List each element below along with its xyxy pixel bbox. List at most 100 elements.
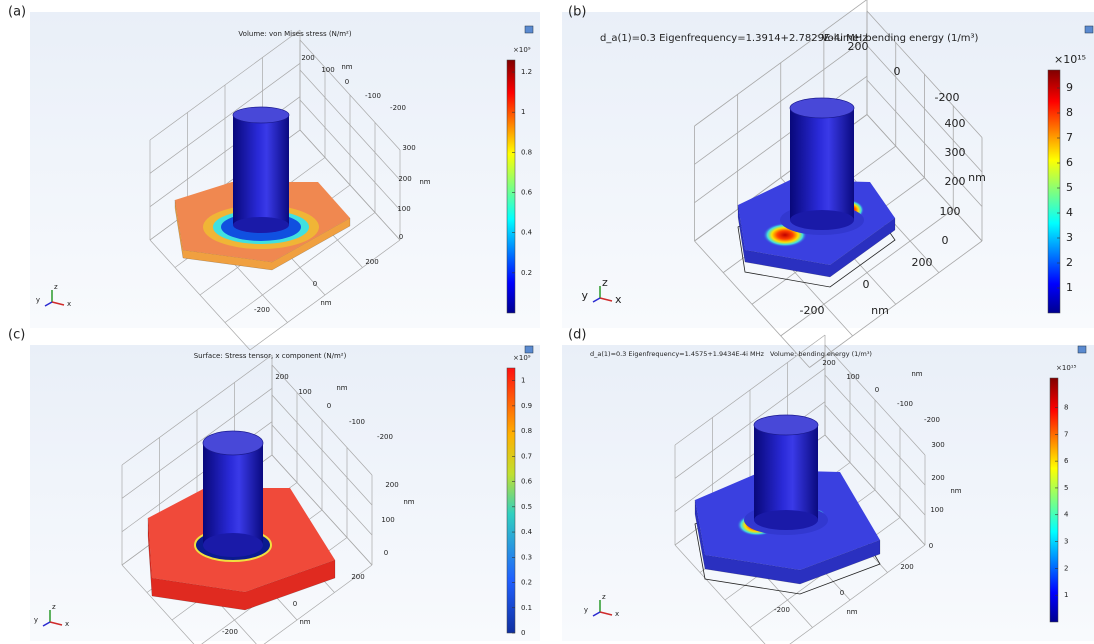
axis-label: 0 xyxy=(399,233,403,241)
colorbar-tick-label: 0.4 xyxy=(521,528,533,536)
colorbar-tick-label: 8 xyxy=(1066,106,1073,119)
colorbar xyxy=(507,368,515,633)
axis-label: nm xyxy=(341,63,352,71)
colorbar-tick-label: 9 xyxy=(1066,81,1073,94)
colorbar-tick-label: 1 xyxy=(1064,591,1068,599)
triad-label: y xyxy=(36,296,40,304)
colorbar-tick-label: 1.2 xyxy=(521,68,532,76)
cylinder-top xyxy=(790,98,854,118)
triad-label: z xyxy=(54,283,58,291)
colorbar-tick-label: 2 xyxy=(1066,256,1073,269)
view-icon xyxy=(525,26,533,33)
axis-label: 200 xyxy=(365,258,378,266)
axis-label: -200 xyxy=(254,306,270,314)
colorbar-tick-label: 7 xyxy=(1066,131,1073,144)
triad-label: z xyxy=(602,276,608,289)
axis-label: 200 xyxy=(301,54,314,62)
triad-label: x xyxy=(615,293,622,306)
plot-title: Surface: Stress tensor, x component (N/m… xyxy=(194,352,347,360)
colorbar-tick-label: 0.9 xyxy=(521,402,532,410)
colorbar-tick-label: 0.8 xyxy=(521,427,532,435)
triad-label: x xyxy=(615,610,619,618)
panel-label: (c) xyxy=(8,328,25,343)
plot-title: Volume: bending energy (1/m³) xyxy=(822,33,979,44)
axis-label: 0 xyxy=(942,234,949,247)
axis-label: 200 xyxy=(945,175,966,188)
axis-label: 0 xyxy=(293,600,297,608)
axis-label: -200 xyxy=(935,91,960,104)
axis-label: 0 xyxy=(384,549,388,557)
axis-label: nm xyxy=(846,608,857,616)
axis-label: 200 xyxy=(848,40,869,53)
axis-label: nm xyxy=(419,178,430,186)
triad-label: x xyxy=(67,300,71,308)
axis-label: 0 xyxy=(345,78,349,86)
colorbar-tick-label: 0.4 xyxy=(521,229,533,237)
cylinder-top xyxy=(203,431,263,455)
axis-label: -200 xyxy=(377,433,393,441)
axis-label: -200 xyxy=(222,628,238,636)
colorbar-tick-label: 0.6 xyxy=(521,478,533,486)
axis-label: 0 xyxy=(840,589,844,597)
colorbar-tick-label: 8 xyxy=(1064,403,1068,411)
triad-label: z xyxy=(52,603,56,611)
colorbar-tick-label: 7 xyxy=(1064,430,1068,438)
axis-label: nm xyxy=(950,487,961,495)
triad-label: y xyxy=(581,289,588,302)
axis-label: 300 xyxy=(945,146,966,159)
cylinder-bottom xyxy=(203,533,263,557)
plot-title: Volume: von Mises stress (N/m²) xyxy=(238,30,351,38)
view-icon xyxy=(1085,26,1093,33)
header: d_a(1)=0.3 Eigenfrequency=1.4575+1.9434E… xyxy=(590,350,765,358)
colorbar xyxy=(1050,378,1058,622)
axis-label: -200 xyxy=(390,104,406,112)
colorbar-tick-label: 4 xyxy=(1064,511,1069,519)
colorbar xyxy=(1048,70,1060,313)
cylinder-top xyxy=(754,415,818,435)
colorbar-exponent: ×10⁹ xyxy=(513,46,531,54)
axis-label: -200 xyxy=(924,416,940,424)
axis-label: 0 xyxy=(894,65,901,78)
cylinder-top xyxy=(233,107,289,123)
triad-label: x xyxy=(65,620,69,628)
cylinder-body xyxy=(754,425,818,520)
cylinder-body xyxy=(233,115,289,225)
colorbar-tick-label: 0.5 xyxy=(521,503,532,511)
colorbar-tick-label: 3 xyxy=(1066,231,1073,244)
axis-label: 100 xyxy=(930,506,943,514)
axis-label: 0 xyxy=(863,278,870,291)
axis-label: 100 xyxy=(298,388,311,396)
axis-label: 100 xyxy=(940,205,961,218)
axis-label: -200 xyxy=(774,606,790,614)
axis-label: 300 xyxy=(931,441,944,449)
triad-label: z xyxy=(602,593,606,601)
axis-label: nm xyxy=(320,299,331,307)
triad-label: y xyxy=(34,616,38,624)
axis-label: 200 xyxy=(931,474,944,482)
colorbar-exponent: ×10¹⁵ xyxy=(1054,53,1086,66)
axis-label: 100 xyxy=(381,516,394,524)
axis-label: 400 xyxy=(945,117,966,130)
colorbar-tick-label: 5 xyxy=(1064,484,1068,492)
cylinder-body xyxy=(790,108,854,220)
colorbar-tick-label: 2 xyxy=(1064,564,1068,572)
triad-label: y xyxy=(584,606,588,614)
axis-label: 100 xyxy=(397,205,410,213)
colorbar-tick-label: 0.3 xyxy=(521,553,532,561)
colorbar-tick-label: 1 xyxy=(521,108,525,116)
figure: (a)Volume: von Mises stress (N/m²)200100… xyxy=(0,0,1094,644)
colorbar-tick-label: 0.2 xyxy=(521,269,532,277)
view-icon xyxy=(1078,346,1086,353)
colorbar-tick-label: 0.7 xyxy=(521,452,532,460)
colorbar-tick-label: 4 xyxy=(1066,206,1073,219)
cylinder-bottom xyxy=(233,217,289,233)
colorbar-tick-label: 5 xyxy=(1066,181,1073,194)
colorbar-tick-label: 0.1 xyxy=(521,604,532,612)
axis-label: -200 xyxy=(800,304,825,317)
view-icon xyxy=(525,346,533,353)
panel-label: (d) xyxy=(568,328,586,343)
axis-label: 300 xyxy=(402,144,415,152)
colorbar-tick-label: 3 xyxy=(1064,538,1068,546)
colorbar-tick-label: 6 xyxy=(1066,156,1073,169)
axis-label: 200 xyxy=(912,256,933,269)
